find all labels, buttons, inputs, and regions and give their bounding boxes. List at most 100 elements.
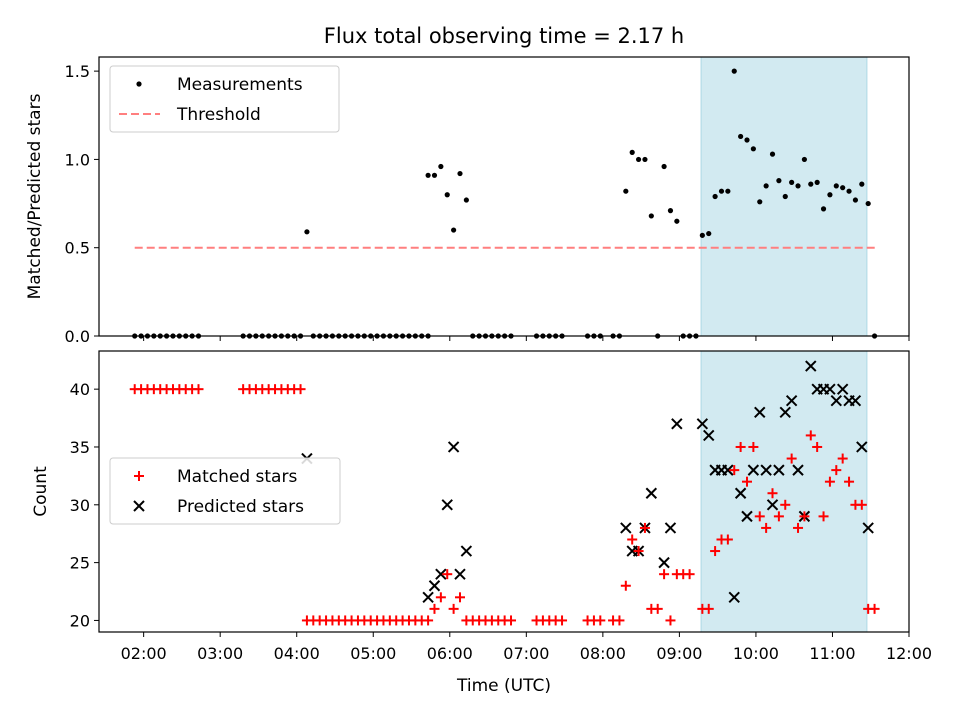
predicted-mark-stroke <box>785 395 798 407</box>
matched-star-point <box>824 476 835 487</box>
y-tick-label: 30 <box>70 496 90 515</box>
legend-label: Measurements <box>177 75 303 95</box>
legend-label: Predicted stars <box>177 497 304 517</box>
predicted-mark-stroke <box>862 522 874 534</box>
measurement-point <box>852 197 859 203</box>
matched-star-point <box>729 465 740 476</box>
matched-star-point <box>665 615 676 626</box>
matched-star-point <box>742 476 752 487</box>
predicted-star-point <box>422 591 434 604</box>
predicted-mark-stroke <box>741 510 753 523</box>
x-tick-label: 09:00 <box>656 644 702 663</box>
matched-star-point <box>780 499 791 510</box>
predicted-mark-stroke <box>428 580 441 592</box>
measurement-point <box>718 188 725 194</box>
predicted-mark-stroke <box>830 395 842 407</box>
predicted-star-point <box>728 591 740 604</box>
matched-star-point <box>837 453 848 464</box>
matched-star-point <box>735 441 746 452</box>
matched-star-point <box>627 534 638 545</box>
matched-star-point <box>710 546 721 557</box>
measurement-point <box>814 179 820 185</box>
matched-star-point <box>435 592 446 603</box>
predicted-star-point <box>703 429 715 442</box>
predicted-mark-stroke <box>658 556 670 569</box>
predicted-mark-stroke <box>734 487 747 499</box>
y-tick-label: 0.5 <box>65 239 90 258</box>
measurement-point <box>750 146 756 152</box>
matched-star-point <box>506 615 517 626</box>
measurement-point <box>865 200 871 207</box>
matched-star-point <box>448 603 459 614</box>
predicted-star-point <box>805 360 817 372</box>
measurement-point <box>744 137 750 143</box>
predicted-mark-stroke <box>422 591 434 604</box>
matched-star-point <box>557 615 568 626</box>
matched-star-point <box>639 522 650 533</box>
matched-star-point <box>722 534 733 545</box>
measurement-point <box>699 232 705 238</box>
predicted-star-point <box>696 418 709 430</box>
predicted-star-point <box>620 522 632 534</box>
measurement-point <box>801 156 808 163</box>
y-tick-label: 35 <box>70 438 90 457</box>
predicted-mark-stroke <box>441 499 453 511</box>
predicted-star-point <box>664 522 677 534</box>
measurement-point <box>304 229 310 235</box>
axes-frame <box>98 350 910 633</box>
predicted-star-point <box>741 510 753 523</box>
x-axis-label: Time (UTC) <box>456 676 551 696</box>
legend-matched-marker <box>134 471 144 481</box>
measurement-point <box>731 68 737 74</box>
matched-star-point <box>805 430 816 441</box>
ratio-panel: 0.0 0.5 1.0 1.5 Matched/Predicted stars Measu… <box>25 56 910 346</box>
matched-star-point <box>793 522 804 533</box>
predicted-mark-stroke <box>671 418 683 430</box>
y-axis-label: Count <box>31 466 51 517</box>
predicted-mark-stroke <box>805 360 817 372</box>
x-tick-label: 12:00 <box>886 644 932 663</box>
y-tick-label: 1.0 <box>65 150 90 169</box>
predicted-star-point <box>862 522 874 534</box>
legend-label: Threshold <box>176 105 261 125</box>
measurement-point <box>769 151 776 157</box>
measurement-point <box>738 133 744 140</box>
predicted-star-point <box>836 383 849 395</box>
predicted-star-point <box>722 464 734 476</box>
measurement-point <box>463 197 469 203</box>
measurement-point <box>840 185 846 191</box>
matched-star-point <box>703 603 714 614</box>
predicted-star-point <box>447 441 460 453</box>
measurement-point <box>648 213 654 219</box>
matched-star-point <box>659 569 670 580</box>
matched-star-point <box>773 511 784 522</box>
predicted-mark-stroke <box>824 383 836 395</box>
predicted-star-point <box>830 395 842 407</box>
measurement-point <box>712 193 718 200</box>
measurement-point <box>706 230 712 237</box>
matched-star-point <box>761 522 772 533</box>
predicted-mark-stroke <box>779 406 791 418</box>
y-tick-label: 25 <box>70 554 90 573</box>
predicted-star-point <box>645 487 658 499</box>
matched-star-point <box>442 569 453 580</box>
legend-box <box>109 65 340 133</box>
y-axis-label: Matched/Predicted stars <box>25 93 45 299</box>
legend: Measurements Threshold <box>109 65 340 133</box>
x-tick-label: 10:00 <box>733 644 779 663</box>
legend-predicted-marker <box>133 500 145 512</box>
predicted-star-point <box>856 441 868 453</box>
count-panel: 02:00 03:00 04:00 05:00 06:00 07:00 08:00 09:00… <box>31 350 932 663</box>
matched-star-point <box>423 615 434 626</box>
predicted-mark-stroke <box>760 464 772 476</box>
predicted-mark-stroke <box>728 591 740 604</box>
x-tick-label: 07:00 <box>503 644 549 663</box>
measurement-point <box>623 188 629 194</box>
predicted-mark-stroke <box>703 429 715 442</box>
predicted-star-point <box>754 406 766 418</box>
measurement-point <box>438 163 444 170</box>
measurement-point <box>776 178 782 184</box>
matched-star-point <box>818 511 829 522</box>
measurement-point <box>444 192 450 198</box>
